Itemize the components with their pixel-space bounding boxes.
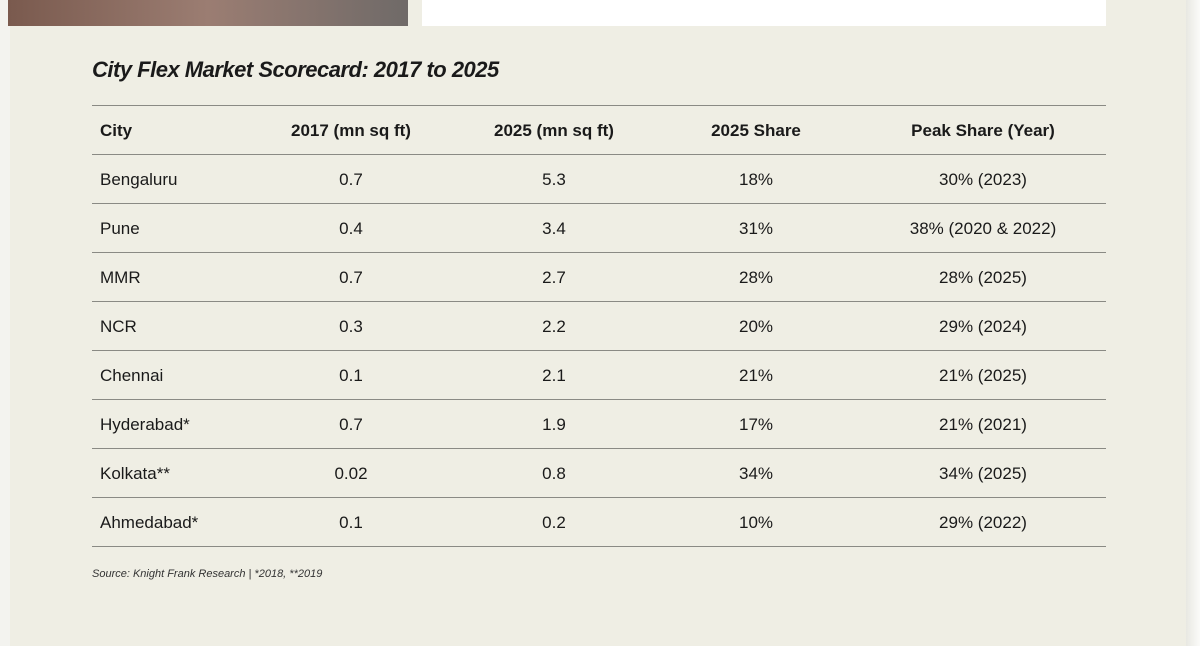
table-cell: 17% [738, 415, 774, 434]
table-cell: NCR [100, 317, 137, 336]
table-cell: 0.02 [334, 464, 368, 483]
table-cell: 34% [738, 464, 774, 483]
table-cell: 38% (2020 & 2022) [909, 219, 1057, 238]
table-row: NCR 0.3 2.2 20% 29% (2024) [92, 302, 1106, 351]
table-cell: 29% (2024) [939, 317, 1027, 336]
table-cell: 0.1 [339, 513, 363, 532]
table-cell: Chennai [100, 366, 164, 385]
table-cell: Ahmedabad* [100, 513, 199, 532]
table-cell: 18% [738, 170, 774, 189]
table: City 2017 (mn sq ft) 2025 (mn sq ft) 2025 S… [92, 105, 1106, 547]
white-box [422, 0, 1106, 26]
table-cell: Pune [100, 219, 140, 238]
header-cell: City [100, 121, 133, 140]
table-cell: 0.1 [339, 366, 363, 385]
table-cell: 0.3 [339, 317, 363, 336]
header-cell: 2025 (mn sq ft) [494, 121, 614, 140]
table-cell: 2.1 [542, 366, 566, 385]
header-cell: Peak Share (Year) [911, 121, 1055, 140]
table-cell: 10% [738, 513, 774, 532]
title: City Flex Market Scorecard: 2017 to 2025 [92, 57, 499, 82]
table-cell: 1.9 [542, 415, 566, 434]
table-cell: 31% [738, 219, 774, 238]
table-row: MMR 0.7 2.7 28% 28% (2025) [92, 253, 1106, 302]
table-cell: 3.4 [542, 219, 566, 238]
table-cell: 0.4 [339, 219, 363, 238]
table-cell: 34% (2025) [939, 464, 1027, 483]
table-cell: 2.7 [542, 268, 566, 287]
table-cell: 30% (2023) [939, 170, 1027, 189]
table-cell: Hyderabad* [100, 415, 190, 434]
table-cell: 0.7 [339, 268, 363, 287]
header-row: City 2017 (mn sq ft) 2025 (mn sq ft) 2025 S… [92, 106, 1106, 155]
table-row: Bengaluru 0.7 5.3 18% 30% (2023) [92, 155, 1106, 204]
edge [1186, 0, 1200, 646]
table-cell: 0.7 [339, 415, 363, 434]
table-cell: 2.2 [542, 317, 566, 336]
table-cell: Kolkata** [100, 464, 170, 483]
table-row: Ahmedabad* 0.1 0.2 10% 29% (2022) [92, 498, 1106, 547]
photo-strip [8, 0, 408, 26]
table-cell: Bengaluru [100, 170, 178, 189]
table-cell: 0.8 [542, 464, 566, 483]
table-row: Pune 0.4 3.4 31% 38% (2020 & 2022) [92, 204, 1106, 253]
source: Source: Knight Frank Research | *2018, *… [92, 568, 323, 580]
table-cell: MMR [100, 268, 141, 287]
table-row: Chennai 0.1 2.1 21% 21% (2025) [92, 351, 1106, 400]
table-cell: 21% (2021) [939, 415, 1027, 434]
table-row: Kolkata** 0.02 0.8 34% 34% (2025) [92, 449, 1106, 498]
table-cell: 0.2 [542, 513, 566, 532]
header-cell: 2025 Share [711, 121, 801, 140]
header-cell: 2017 (mn sq ft) [291, 121, 411, 140]
table-row: Hyderabad* 0.7 1.9 17% 21% (2021) [92, 400, 1106, 449]
table-cell: 28% [738, 268, 774, 287]
panel [10, 0, 1186, 646]
table-cell: 29% (2022) [939, 513, 1027, 532]
table-cell: 5.3 [542, 170, 566, 189]
table-cell: 0.7 [339, 170, 363, 189]
table-cell: 21% (2025) [939, 366, 1027, 385]
table-cell: 21% [738, 366, 774, 385]
table-cell: 20% [738, 317, 774, 336]
table-cell: 28% (2025) [939, 268, 1027, 287]
